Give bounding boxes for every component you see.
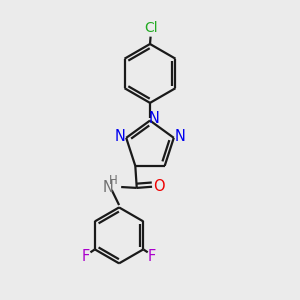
Text: N: N [148, 111, 159, 126]
Text: N: N [175, 130, 186, 145]
Text: F: F [148, 249, 156, 264]
Text: O: O [153, 178, 165, 194]
Text: N: N [114, 130, 125, 145]
Text: N: N [103, 179, 113, 194]
Text: H: H [109, 174, 118, 187]
Text: Cl: Cl [145, 21, 158, 35]
Text: F: F [82, 249, 90, 264]
